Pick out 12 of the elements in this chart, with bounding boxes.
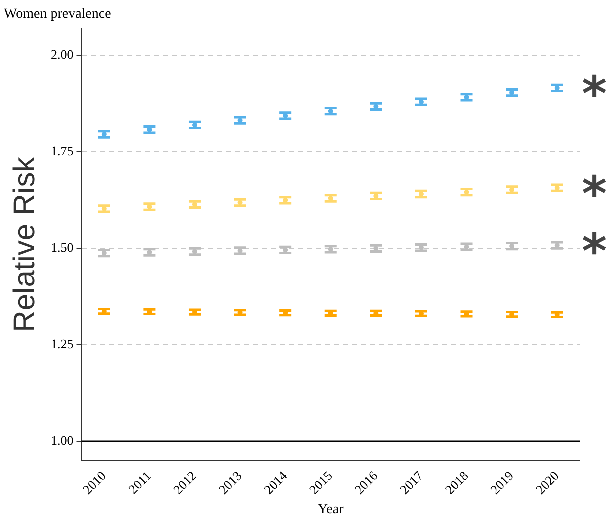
text: * [582, 224, 608, 280]
y-tick-label: 2.00 [51, 47, 74, 62]
x-axis-title: Year [318, 502, 344, 518]
y-tick-label: 1.25 [51, 336, 74, 352]
x-tick-label: 2011 [126, 468, 154, 497]
y-tick-label: 1.00 [51, 432, 74, 448]
y-axis-title: Relative Risk [8, 156, 42, 332]
y-tick-label: 1.75 [51, 144, 74, 159]
y-tick-label: 1.50 [51, 240, 74, 256]
chart-title: Women prevalence [4, 7, 112, 22]
text: * [582, 166, 608, 223]
text: * [582, 66, 608, 123]
